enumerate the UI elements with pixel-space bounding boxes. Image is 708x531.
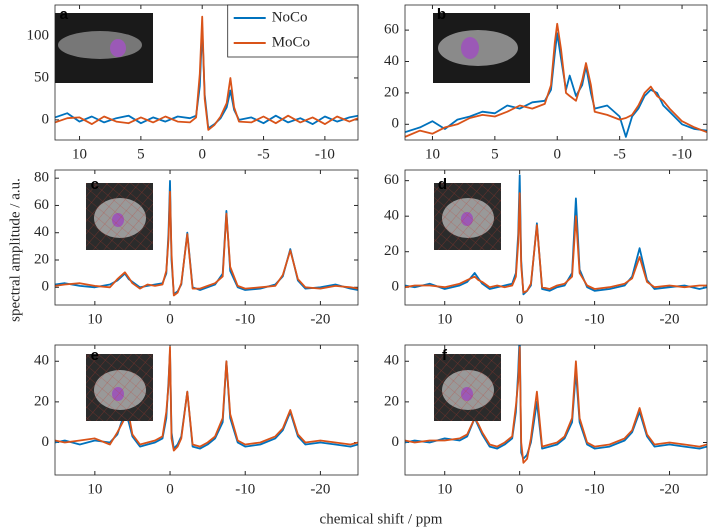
panel: 10 5 0 -5 -10 0 20 40 60	[384, 4, 708, 162]
inset-image	[433, 13, 530, 83]
legend-label: NoCo	[272, 9, 308, 25]
x-tick-label: 10	[437, 311, 452, 327]
spectrum-line	[405, 192, 707, 294]
y-tick-label: 40	[34, 224, 49, 240]
x-tick-label: -10	[585, 311, 605, 327]
panel-label: b	[437, 6, 446, 23]
y-tick-label: 20	[384, 84, 399, 100]
x-tick-label: -10	[315, 146, 335, 162]
insets	[55, 13, 530, 421]
y-tick-label: 0	[392, 434, 400, 450]
x-tick-label: -5	[257, 146, 270, 162]
x-tick-label: -20	[310, 311, 330, 327]
y-tick-label: 40	[384, 353, 399, 369]
x-tick-label: 0	[166, 311, 174, 327]
x-tick-label: 0	[198, 146, 206, 162]
y-tick-label: 40	[384, 53, 399, 69]
x-tick-label: -5	[613, 146, 626, 162]
x-tick-label: -20	[310, 481, 330, 497]
x-tick-label: 5	[491, 146, 499, 162]
x-tick-label: 10	[87, 311, 102, 327]
panel-label: e	[91, 347, 99, 364]
panel-label: c	[91, 176, 99, 193]
y-tick-label: 0	[392, 116, 400, 132]
x-tick-label: 10	[72, 146, 87, 162]
y-tick-label: 20	[384, 393, 399, 409]
y-tick-label: 40	[34, 353, 49, 369]
x-tick-label: 10	[87, 481, 102, 497]
y-tick-label: 0	[392, 279, 400, 295]
spectrum-line	[405, 22, 707, 138]
panel: 10 0 -10 -20 0 20 40	[384, 344, 708, 497]
x-tick-label: -10	[235, 311, 255, 327]
inset-image	[86, 354, 153, 421]
y-tick-label: 20	[34, 393, 49, 409]
panel: 10 0 -10 -20 0 20 40 60 80	[34, 169, 359, 327]
axes-box	[404, 344, 708, 476]
x-tick-label: -10	[672, 146, 692, 162]
spectrum-line	[405, 346, 707, 464]
x-tick-label: -20	[660, 481, 680, 497]
inset-image	[55, 13, 153, 83]
y-axis-label: spectral amplitude / a.u.	[7, 178, 23, 322]
x-tick-label: 10	[437, 481, 452, 497]
axes-box	[54, 169, 359, 306]
panel: 10 0 -10 -20 0 20 40 60	[384, 169, 708, 327]
x-tick-label: 0	[516, 311, 524, 327]
x-tick-label: 0	[166, 481, 174, 497]
spectrum-line	[55, 15, 358, 131]
x-tick-label: 0	[553, 146, 561, 162]
y-tick-label: 0	[42, 279, 50, 295]
axes-box	[54, 344, 359, 476]
inset-image	[434, 354, 501, 421]
axes-box	[404, 169, 708, 306]
x-tick-label: -20	[660, 311, 680, 327]
y-tick-label: 20	[34, 251, 49, 267]
y-tick-label: 0	[42, 434, 50, 450]
legend-label: MoCo	[272, 34, 310, 50]
legend-box	[227, 4, 359, 58]
y-tick-label: 50	[34, 69, 49, 85]
y-tick-label: 80	[34, 170, 49, 186]
y-tick-label: 0	[42, 111, 50, 127]
x-tick-label: 5	[137, 146, 145, 162]
x-tick-label: 10	[425, 146, 440, 162]
x-tick-label: 0	[516, 481, 524, 497]
x-tick-label: -10	[235, 481, 255, 497]
y-tick-label: 100	[27, 27, 50, 43]
spectrum-line	[55, 190, 358, 297]
panel-label: d	[438, 176, 447, 193]
x-tick-label: -10	[585, 481, 605, 497]
panel: 10 0 -10 -20 0 20 40	[34, 344, 359, 497]
spectrum-line	[405, 32, 707, 138]
y-tick-label: 60	[384, 172, 399, 188]
panel-label: f	[442, 347, 448, 364]
axes-box	[404, 4, 708, 141]
x-axis-label: chemical shift / ppm	[320, 511, 443, 527]
panel-label: a	[60, 6, 69, 23]
inset-image	[434, 183, 501, 250]
y-tick-label: 40	[384, 208, 399, 224]
inset-image	[86, 183, 153, 250]
y-tick-label: 20	[384, 243, 399, 259]
y-tick-label: 60	[384, 22, 399, 38]
y-tick-label: 60	[34, 197, 49, 213]
